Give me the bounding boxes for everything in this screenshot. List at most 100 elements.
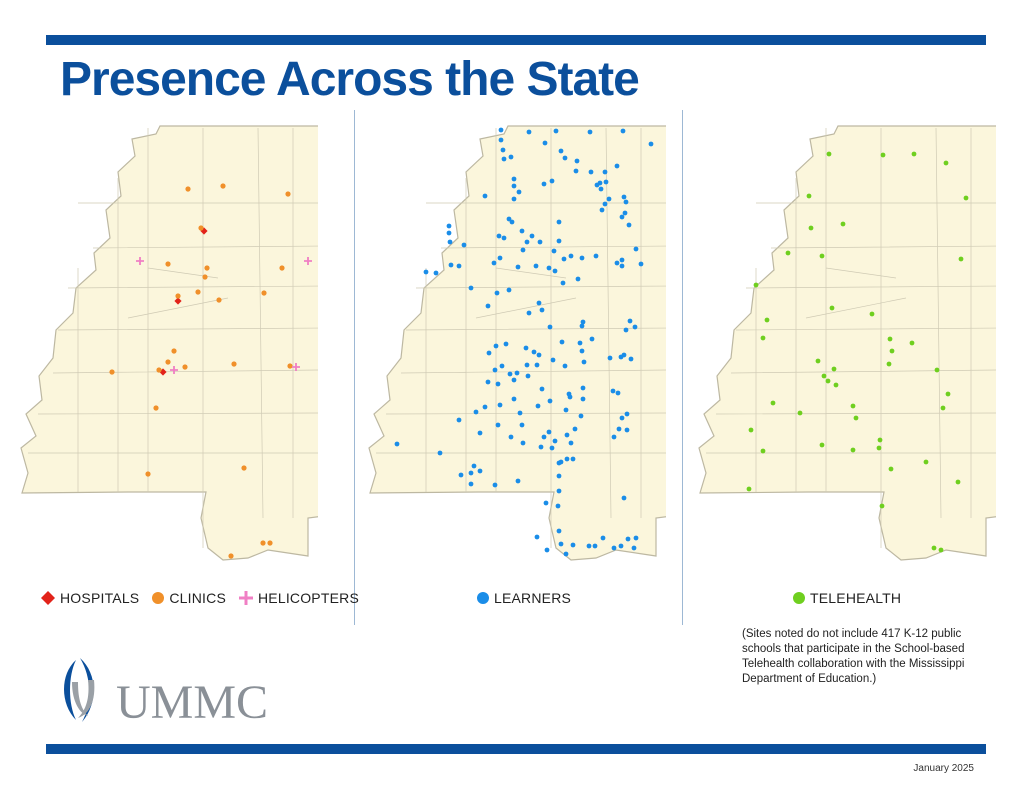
telehealth-marker (746, 486, 752, 492)
learner-marker (618, 543, 624, 549)
learner-marker (633, 535, 639, 541)
learner-marker (524, 239, 530, 245)
learner-marker (524, 362, 530, 368)
date-label: January 2025 (913, 763, 974, 774)
learner-marker (485, 379, 491, 385)
legend-sites: HOSPITALS CLINICS HELICOPTERS (40, 590, 371, 606)
telehealth-marker (945, 391, 951, 397)
learner-marker (503, 341, 509, 347)
learner-marker (508, 434, 514, 440)
learner-marker (626, 222, 632, 228)
learner-marker (520, 440, 526, 446)
learner-marker (598, 186, 604, 192)
learner-marker (456, 263, 462, 269)
learner-marker (567, 394, 573, 400)
learner-marker (511, 396, 517, 402)
learner-marker (498, 137, 504, 143)
learner-marker (492, 367, 498, 373)
learner-marker (594, 182, 600, 188)
learner-marker (628, 356, 634, 362)
state-outline (20, 125, 318, 561)
clinic-marker (261, 290, 267, 296)
clinic-marker (156, 367, 162, 373)
learner-marker (621, 352, 627, 358)
telehealth-marker (850, 447, 856, 453)
learner-marker (549, 445, 555, 451)
clinic-marker (231, 361, 237, 367)
learner-marker (485, 303, 491, 309)
clinic-marker (267, 540, 273, 546)
learner-marker (633, 246, 639, 252)
helicopter-cross-icon (238, 591, 253, 605)
map-telehealth (698, 125, 996, 561)
learner-marker (448, 262, 454, 268)
learner-marker (621, 194, 627, 200)
telehealth-marker (770, 400, 776, 406)
hospital-marker (200, 227, 208, 235)
learner-marker (468, 285, 474, 291)
telehealth-marker (958, 256, 964, 262)
clinic-marker (228, 553, 234, 559)
telehealth-marker (943, 160, 949, 166)
learner-marker (570, 456, 576, 462)
clinic-marker (241, 465, 247, 471)
telehealth-markers (746, 151, 969, 553)
legend-telehealth: TELEHEALTH (792, 590, 913, 606)
learner-marker (494, 290, 500, 296)
telehealth-marker (797, 410, 803, 416)
learner-marker (456, 417, 462, 423)
learner-marker (501, 156, 507, 162)
learner-marker (542, 140, 548, 146)
clinic-marker (165, 359, 171, 365)
learner-marker (611, 545, 617, 551)
learner-marker (632, 324, 638, 330)
learner-marker (491, 260, 497, 266)
telehealth-marker (819, 442, 825, 448)
learner-marker (511, 196, 517, 202)
telehealth-marker (923, 459, 929, 465)
learner-marker (544, 547, 550, 553)
divider (682, 110, 683, 625)
learner-dot-icon (477, 592, 489, 604)
learner-marker (560, 280, 566, 286)
learner-marker (468, 481, 474, 487)
learner-marker (501, 235, 507, 241)
learner-marker (468, 470, 474, 476)
learner-marker (621, 495, 627, 501)
legend-clinics-label: CLINICS (169, 590, 226, 606)
telehealth-marker (760, 448, 766, 454)
learner-marker (536, 300, 542, 306)
clinic-marker (153, 405, 159, 411)
telehealth-marker (886, 361, 892, 367)
helicopter-marker (292, 363, 300, 371)
learner-marker (581, 359, 587, 365)
learner-marker (514, 370, 520, 376)
learner-marker (511, 377, 517, 383)
legend-telehealth-label: TELEHEALTH (810, 590, 902, 606)
learner-marker (550, 357, 556, 363)
learner-marker (552, 438, 558, 444)
learner-marker (648, 141, 654, 147)
telehealth-marker (934, 367, 940, 373)
learner-marker (549, 178, 555, 184)
learner-marker (562, 155, 568, 161)
clinic-dot-icon (152, 592, 165, 604)
telehealth-marker (931, 545, 937, 551)
learner-marker (593, 253, 599, 259)
learner-marker (623, 199, 629, 205)
learner-marker (520, 247, 526, 253)
top-bar (46, 35, 986, 45)
telehealth-marker (808, 225, 814, 231)
learner-marker (592, 543, 598, 549)
clinic-marker (175, 293, 181, 299)
learner-marker (619, 214, 625, 220)
learner-marker (482, 404, 488, 410)
learner-marker (556, 473, 562, 479)
learner-marker (482, 193, 488, 199)
learner-marker (564, 456, 570, 462)
legend-clinics: CLINICS (151, 590, 226, 606)
telehealth-marker (955, 479, 961, 485)
learner-marker (573, 168, 579, 174)
learner-marker (579, 255, 585, 261)
learner-marker (622, 210, 628, 216)
